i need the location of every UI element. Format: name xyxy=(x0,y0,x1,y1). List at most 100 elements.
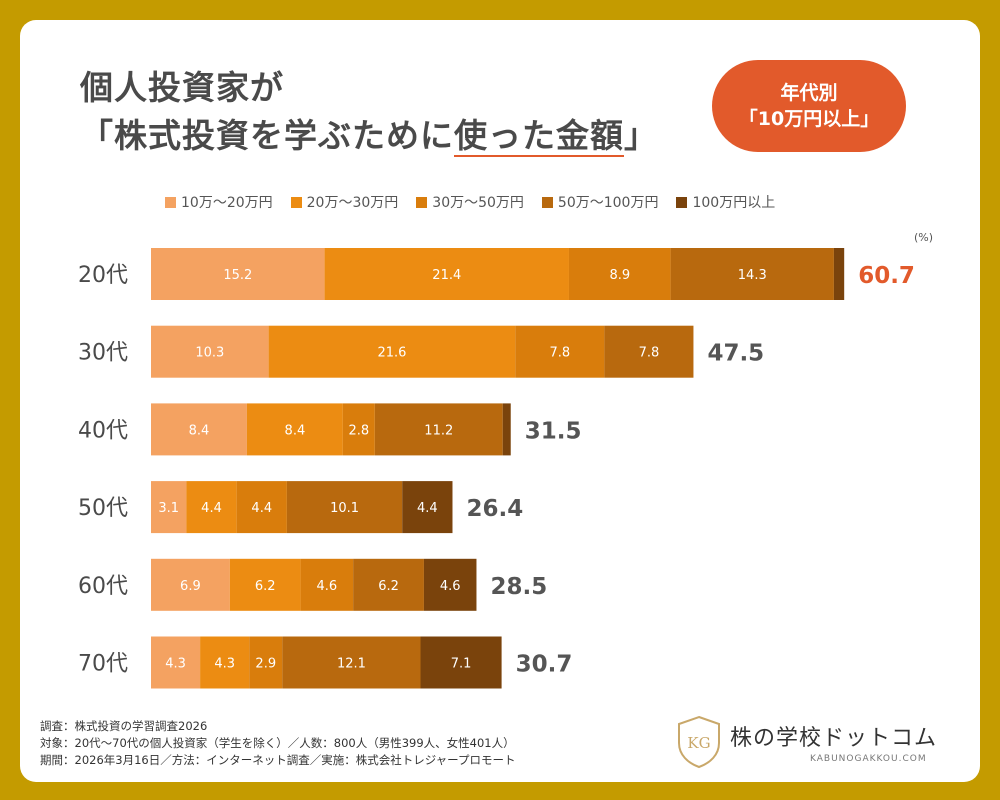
bar-value-label: 4.3 xyxy=(165,657,186,672)
bar-value-label: 4.4 xyxy=(251,501,272,516)
bar-segment xyxy=(402,481,453,534)
bar-segment xyxy=(502,403,511,456)
bar-value-label: 21.4 xyxy=(432,268,461,283)
legend-label: 50万〜100万円 xyxy=(557,195,659,211)
badge-line-1: 年代別 xyxy=(780,82,838,104)
bar-value-label: 10.1 xyxy=(330,501,359,516)
legend-swatch xyxy=(676,196,688,208)
bar-value-label: 11.2 xyxy=(424,423,453,438)
chart-title: 個人投資家が 「株式投資を学ぶために使った金額」 xyxy=(80,64,658,160)
bar-segment xyxy=(324,248,569,300)
category-badge: 年代別 「10万円以上」 xyxy=(712,60,906,152)
bar-total-label: 26.4 xyxy=(466,496,523,522)
bar-segment xyxy=(151,481,187,534)
bar-value-label: 4.4 xyxy=(201,501,222,516)
bar-value-label: 7.8 xyxy=(639,346,660,361)
bar-segment xyxy=(423,558,477,611)
bar-value-label: 6.2 xyxy=(378,579,399,594)
legend-item-2: 20万〜30万円 xyxy=(290,192,399,212)
bar-value-label: 6.9 xyxy=(180,579,201,594)
category-label: 60代 xyxy=(78,574,128,599)
bar-value-label: 10.3 xyxy=(195,346,224,361)
legend-swatch xyxy=(416,196,428,208)
bar-value-label: 21.6 xyxy=(377,346,406,361)
footer-line-3: 期間：2026年3月16日／方法：インターネット調査／実施：株式会社トレジャープ… xyxy=(40,753,516,767)
legend-item-5: 100万円以上 xyxy=(676,192,775,212)
bar-value-label: 14.3 xyxy=(738,268,767,283)
unit-label: (%) xyxy=(914,231,934,244)
legend-swatch xyxy=(290,196,302,208)
legend-label: 100万円以上 xyxy=(692,195,776,211)
bar-segment xyxy=(246,403,343,456)
bar-segment xyxy=(151,403,247,456)
legend-label: 20万〜30万円 xyxy=(306,195,399,211)
bar-segment xyxy=(236,481,287,534)
bar-value-label: 4.4 xyxy=(417,501,438,516)
legend-label: 30万〜50万円 xyxy=(432,195,524,211)
bar-segment xyxy=(151,636,201,689)
shield-emblem-icon: KG xyxy=(678,715,720,769)
bar-segment xyxy=(300,558,354,611)
bar-total-label: 30.7 xyxy=(516,652,573,678)
bar-segment xyxy=(282,636,421,689)
category-label: 70代 xyxy=(78,652,128,677)
bar-segment xyxy=(151,558,230,611)
bar-segment xyxy=(268,325,516,378)
title-underlined-text: 使った金額 xyxy=(454,116,624,157)
bar-value-label: 15.2 xyxy=(223,268,252,283)
bar-value-label: 4.6 xyxy=(440,579,461,594)
bar-segment xyxy=(568,248,671,300)
emblem-letters: KG xyxy=(687,734,710,752)
bar-value-label: 7.1 xyxy=(451,657,472,672)
bar-value-label: 12.1 xyxy=(337,657,366,672)
category-label: 20代 xyxy=(78,263,128,288)
bar-segment xyxy=(833,248,845,300)
bar-value-label: 7.8 xyxy=(549,346,570,361)
bar-value-label: 4.6 xyxy=(317,579,338,594)
footer-line-2: 対象：20代〜70代の個人投資家（学生を除く）／人数：800人（男性399人、女… xyxy=(40,736,515,750)
category-label: 50代 xyxy=(78,496,128,521)
badge-line-2: 「10万円以上」 xyxy=(738,108,880,130)
bar-value-label: 2.9 xyxy=(255,657,276,672)
bar-segment xyxy=(374,403,503,456)
bar-segment xyxy=(420,636,502,689)
footer-line-1: 調査：株式投資の学習調査2026 xyxy=(40,719,208,733)
bar-segment xyxy=(670,248,834,300)
survey-footer: 調査：株式投資の学習調査2026 対象：20代〜70代の個人投資家（学生を除く）… xyxy=(40,718,515,769)
logo-url: KABUNOGAKKOU.COM xyxy=(810,754,927,764)
legend-item-4: 50万〜100万円 xyxy=(541,192,659,212)
category-label: 40代 xyxy=(78,418,128,443)
title-line-2: 「株式投資を学ぶために使った金額」 xyxy=(80,112,658,160)
title-line-1: 個人投資家が xyxy=(80,68,284,107)
legend-label: 10万〜20万円 xyxy=(181,195,273,211)
bar-value-label: 8.4 xyxy=(285,423,306,438)
bar-total-label: 31.5 xyxy=(525,418,582,444)
bar-segment xyxy=(342,403,375,456)
bar-value-label: 8.4 xyxy=(189,423,210,438)
title-line-2-c: 」 xyxy=(624,116,658,155)
bar-total-label: 47.5 xyxy=(707,341,764,367)
title-line-2-a: 「株式投資を学ぶために xyxy=(80,116,454,155)
bar-segment xyxy=(229,558,301,611)
category-label: 30代 xyxy=(78,341,128,366)
legend-item-3: 30万〜50万円 xyxy=(416,192,524,212)
legend-swatch xyxy=(541,196,553,208)
bar-total-label: 60.7 xyxy=(858,263,915,289)
bar-value-label: 3.1 xyxy=(158,501,179,516)
chart-legend: 10万〜20万円 20万〜30万円 30万〜50万円 50万〜100万円 100万円以上 xyxy=(165,191,793,213)
brand-logo: KG 株の学校ドットコム KABUNOGAKKOU.COM xyxy=(676,714,966,770)
bar-segment xyxy=(200,636,250,689)
bar-segment xyxy=(604,325,694,378)
legend-item-1: 10万〜20万円 xyxy=(165,192,273,212)
bar-segment xyxy=(186,481,237,534)
bar-value-label: 2.8 xyxy=(349,423,370,438)
bar-value-label: 8.9 xyxy=(609,268,630,283)
bar-value-label: 6.2 xyxy=(255,579,276,594)
legend-swatch xyxy=(165,196,176,208)
bar-total-label: 28.5 xyxy=(490,574,547,600)
logo-name: 株の学校ドットコム xyxy=(730,726,938,751)
bar-segment xyxy=(515,325,605,378)
bar-segment xyxy=(286,481,403,534)
bar-segment xyxy=(249,636,283,689)
